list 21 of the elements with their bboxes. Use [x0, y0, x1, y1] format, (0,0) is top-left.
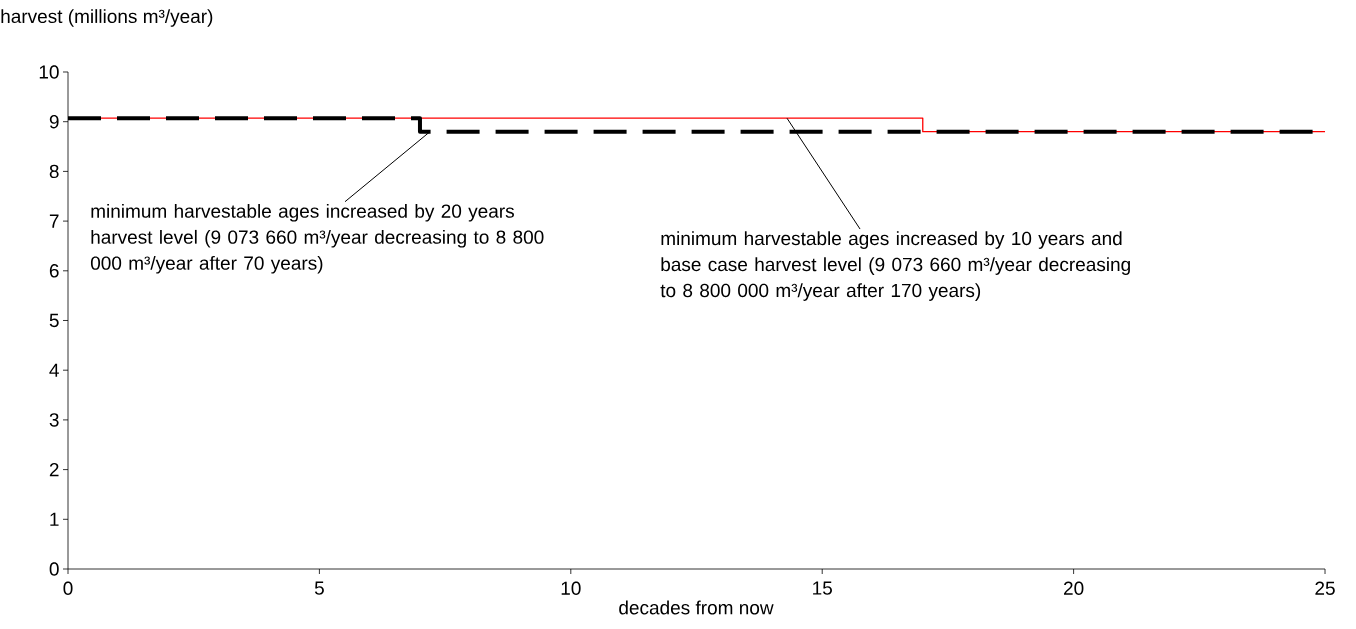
y-tick-label: 0 — [49, 562, 59, 576]
y-tick-label: 7 — [49, 214, 59, 228]
y-tick-label: 9 — [49, 114, 59, 129]
y-tick-label: 2 — [49, 462, 59, 477]
annotation: minimum harvestable ages increased by 20 years harvest level (9 073 660 m³/year decreasing to 8 800 000 m³/year after 70 years) — [90, 203, 544, 274]
y-tick-label: 4 — [49, 363, 59, 377]
y-tick-label: 10 — [39, 65, 59, 79]
x-tick-label: 25 — [1315, 581, 1335, 595]
annotation: minimum harvestable ages increased by 10 years and base case harvest level (9 073 660 m³/year decreasing to 8 800 000 m³/year after 170 years) — [660, 231, 1130, 301]
y-tick-label: 8 — [49, 164, 59, 179]
y-tick-label: 6 — [49, 264, 59, 278]
y-tick-label: 1 — [50, 512, 59, 526]
x-tick-label: 15 — [813, 581, 832, 595]
x-tick-label: 10 — [561, 581, 581, 595]
y-tick-label: 5 — [49, 313, 59, 328]
x-tick-label: 20 — [1064, 581, 1084, 595]
x-tick-label: 5 — [314, 581, 324, 595]
x-axis-title: decades from now — [619, 600, 774, 615]
y-axis-title: harvest (millions m³/year) — [1, 9, 213, 27]
y-tick-label: 3 — [49, 413, 59, 427]
x-tick-label: 0 — [63, 581, 73, 595]
